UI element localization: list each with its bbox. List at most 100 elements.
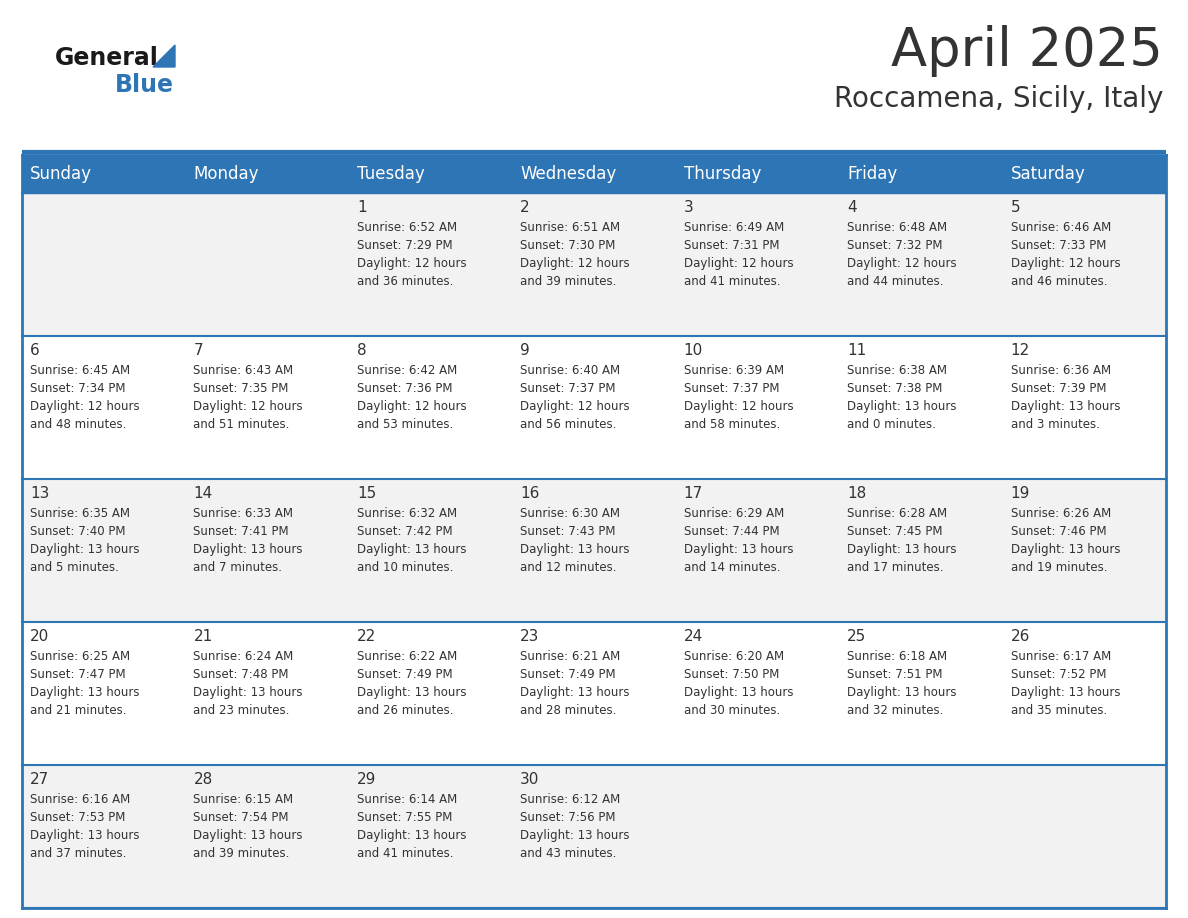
Text: Sunrise: 6:52 AM: Sunrise: 6:52 AM	[356, 221, 457, 234]
Text: Sunrise: 6:46 AM: Sunrise: 6:46 AM	[1011, 221, 1111, 234]
Text: and 19 minutes.: and 19 minutes.	[1011, 561, 1107, 574]
Text: 26: 26	[1011, 629, 1030, 644]
Text: General: General	[55, 46, 159, 70]
Text: Sunset: 7:54 PM: Sunset: 7:54 PM	[194, 811, 289, 824]
Text: Daylight: 13 hours: Daylight: 13 hours	[1011, 686, 1120, 699]
Text: Sunset: 7:48 PM: Sunset: 7:48 PM	[194, 668, 289, 681]
Text: Sunday: Sunday	[30, 165, 91, 183]
Text: Daylight: 13 hours: Daylight: 13 hours	[684, 543, 794, 556]
Text: Sunset: 7:29 PM: Sunset: 7:29 PM	[356, 239, 453, 252]
Text: 21: 21	[194, 629, 213, 644]
Text: 20: 20	[30, 629, 49, 644]
Text: and 21 minutes.: and 21 minutes.	[30, 704, 126, 717]
Text: and 53 minutes.: and 53 minutes.	[356, 418, 453, 431]
Text: 8: 8	[356, 343, 366, 358]
Text: Saturday: Saturday	[1011, 165, 1086, 183]
Text: Sunset: 7:46 PM: Sunset: 7:46 PM	[1011, 525, 1106, 538]
Text: and 46 minutes.: and 46 minutes.	[1011, 275, 1107, 288]
Text: Sunset: 7:51 PM: Sunset: 7:51 PM	[847, 668, 942, 681]
Text: and 3 minutes.: and 3 minutes.	[1011, 418, 1099, 431]
Text: Daylight: 13 hours: Daylight: 13 hours	[1011, 400, 1120, 413]
Text: Sunset: 7:36 PM: Sunset: 7:36 PM	[356, 382, 453, 395]
Text: Sunrise: 6:26 AM: Sunrise: 6:26 AM	[1011, 507, 1111, 520]
Text: 19: 19	[1011, 486, 1030, 501]
Text: Sunset: 7:41 PM: Sunset: 7:41 PM	[194, 525, 289, 538]
Text: and 41 minutes.: and 41 minutes.	[684, 275, 781, 288]
Text: Sunset: 7:40 PM: Sunset: 7:40 PM	[30, 525, 126, 538]
Text: Daylight: 13 hours: Daylight: 13 hours	[356, 686, 467, 699]
Text: Sunrise: 6:14 AM: Sunrise: 6:14 AM	[356, 793, 457, 806]
Text: Daylight: 13 hours: Daylight: 13 hours	[356, 829, 467, 842]
Text: Sunset: 7:53 PM: Sunset: 7:53 PM	[30, 811, 126, 824]
Text: Sunrise: 6:40 AM: Sunrise: 6:40 AM	[520, 364, 620, 377]
Text: Sunset: 7:43 PM: Sunset: 7:43 PM	[520, 525, 615, 538]
Text: 30: 30	[520, 772, 539, 787]
Text: Sunrise: 6:29 AM: Sunrise: 6:29 AM	[684, 507, 784, 520]
Text: Daylight: 13 hours: Daylight: 13 hours	[194, 686, 303, 699]
Text: Wednesday: Wednesday	[520, 165, 617, 183]
Text: Sunset: 7:33 PM: Sunset: 7:33 PM	[1011, 239, 1106, 252]
Text: Sunset: 7:37 PM: Sunset: 7:37 PM	[520, 382, 615, 395]
Text: 15: 15	[356, 486, 377, 501]
Text: Daylight: 13 hours: Daylight: 13 hours	[847, 543, 956, 556]
Text: Daylight: 13 hours: Daylight: 13 hours	[520, 543, 630, 556]
Text: Sunrise: 6:36 AM: Sunrise: 6:36 AM	[1011, 364, 1111, 377]
Text: Daylight: 12 hours: Daylight: 12 hours	[194, 400, 303, 413]
Text: Sunset: 7:32 PM: Sunset: 7:32 PM	[847, 239, 942, 252]
Text: Daylight: 13 hours: Daylight: 13 hours	[684, 686, 794, 699]
Text: and 36 minutes.: and 36 minutes.	[356, 275, 454, 288]
Text: and 5 minutes.: and 5 minutes.	[30, 561, 119, 574]
Text: Tuesday: Tuesday	[356, 165, 424, 183]
Text: and 41 minutes.: and 41 minutes.	[356, 847, 454, 860]
Text: Sunset: 7:37 PM: Sunset: 7:37 PM	[684, 382, 779, 395]
Bar	[23, 193, 1165, 336]
Text: 6: 6	[30, 343, 39, 358]
Text: 17: 17	[684, 486, 703, 501]
Text: Sunrise: 6:21 AM: Sunrise: 6:21 AM	[520, 650, 620, 663]
Text: Sunset: 7:52 PM: Sunset: 7:52 PM	[1011, 668, 1106, 681]
Text: Sunset: 7:49 PM: Sunset: 7:49 PM	[520, 668, 615, 681]
Text: Sunset: 7:31 PM: Sunset: 7:31 PM	[684, 239, 779, 252]
Bar	[23, 155, 1165, 193]
Text: and 26 minutes.: and 26 minutes.	[356, 704, 454, 717]
Text: April 2025: April 2025	[891, 25, 1163, 77]
Text: Sunrise: 6:45 AM: Sunrise: 6:45 AM	[30, 364, 131, 377]
Bar	[23, 336, 1165, 479]
Text: and 37 minutes.: and 37 minutes.	[30, 847, 126, 860]
Text: Daylight: 12 hours: Daylight: 12 hours	[1011, 257, 1120, 270]
Text: Daylight: 13 hours: Daylight: 13 hours	[356, 543, 467, 556]
Text: Daylight: 13 hours: Daylight: 13 hours	[30, 829, 139, 842]
Text: and 39 minutes.: and 39 minutes.	[194, 847, 290, 860]
Text: and 35 minutes.: and 35 minutes.	[1011, 704, 1107, 717]
Text: and 28 minutes.: and 28 minutes.	[520, 704, 617, 717]
Text: Sunset: 7:34 PM: Sunset: 7:34 PM	[30, 382, 126, 395]
Text: Daylight: 12 hours: Daylight: 12 hours	[30, 400, 140, 413]
Text: and 12 minutes.: and 12 minutes.	[520, 561, 617, 574]
Text: 13: 13	[30, 486, 50, 501]
Bar	[23, 479, 1165, 622]
Text: Blue: Blue	[115, 73, 173, 97]
Text: Daylight: 13 hours: Daylight: 13 hours	[194, 543, 303, 556]
Text: Sunrise: 6:42 AM: Sunrise: 6:42 AM	[356, 364, 457, 377]
Text: Sunrise: 6:20 AM: Sunrise: 6:20 AM	[684, 650, 784, 663]
Text: Daylight: 13 hours: Daylight: 13 hours	[1011, 543, 1120, 556]
Text: and 23 minutes.: and 23 minutes.	[194, 704, 290, 717]
Text: 12: 12	[1011, 343, 1030, 358]
Text: Sunrise: 6:35 AM: Sunrise: 6:35 AM	[30, 507, 129, 520]
Text: 14: 14	[194, 486, 213, 501]
Text: Daylight: 12 hours: Daylight: 12 hours	[356, 400, 467, 413]
Text: 23: 23	[520, 629, 539, 644]
Text: Sunset: 7:38 PM: Sunset: 7:38 PM	[847, 382, 942, 395]
Text: Daylight: 12 hours: Daylight: 12 hours	[847, 257, 956, 270]
Text: and 48 minutes.: and 48 minutes.	[30, 418, 126, 431]
Text: Daylight: 13 hours: Daylight: 13 hours	[30, 543, 139, 556]
Text: and 17 minutes.: and 17 minutes.	[847, 561, 943, 574]
Text: Sunrise: 6:49 AM: Sunrise: 6:49 AM	[684, 221, 784, 234]
Bar	[23, 622, 1165, 765]
Text: 7: 7	[194, 343, 203, 358]
Text: and 56 minutes.: and 56 minutes.	[520, 418, 617, 431]
Text: Sunrise: 6:22 AM: Sunrise: 6:22 AM	[356, 650, 457, 663]
Text: Monday: Monday	[194, 165, 259, 183]
Text: Sunrise: 6:18 AM: Sunrise: 6:18 AM	[847, 650, 947, 663]
Text: 4: 4	[847, 200, 857, 215]
